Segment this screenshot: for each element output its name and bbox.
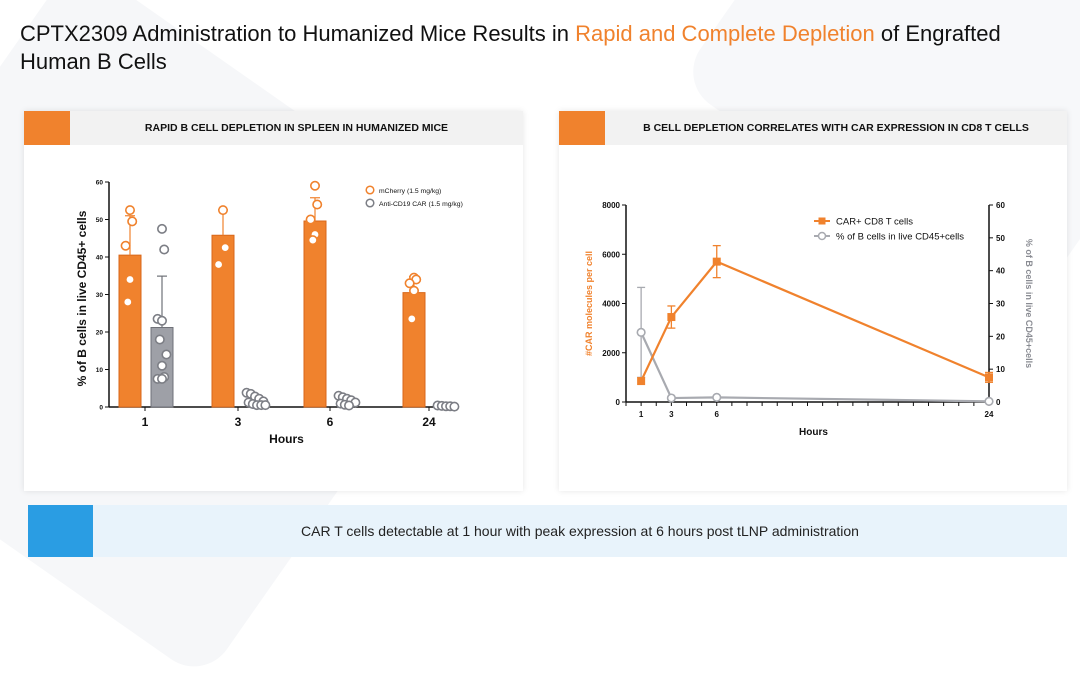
data-point bbox=[125, 205, 136, 216]
left-y-tick-label: 6000 bbox=[602, 250, 620, 259]
data-point bbox=[213, 259, 224, 270]
series-line bbox=[640, 260, 990, 382]
y-tick-label: 40 bbox=[96, 255, 104, 262]
spleen-chart-panel: RAPID B CELL DEPLETION IN SPLEEN IN HUMA… bbox=[24, 111, 523, 491]
left-y-tick-label: 8000 bbox=[602, 201, 620, 210]
y-tick-label: 50 bbox=[96, 217, 104, 224]
x-tick-label: 3 bbox=[669, 410, 674, 419]
title-suffix: of Engrafted Human B Cells bbox=[20, 21, 1001, 74]
x-tick-label: 3 bbox=[235, 415, 242, 429]
left-y-tick-label: 0 bbox=[616, 398, 621, 407]
panel-title: B CELL DEPLETION CORRELATES WITH CAR EXP… bbox=[643, 122, 1029, 134]
legend-label: mCherry (1.5 mg/kg) bbox=[379, 188, 441, 195]
x-axis-label: Hours bbox=[799, 427, 828, 438]
legend-label: % of B cells in live CD45+cells bbox=[836, 232, 964, 243]
data-point bbox=[712, 257, 721, 266]
panel-header: RAPID B CELL DEPLETION IN SPLEEN IN HUMA… bbox=[24, 111, 523, 145]
series-line bbox=[640, 331, 990, 403]
title-highlight: Rapid and Complete Depletion bbox=[575, 21, 875, 46]
data-point bbox=[343, 400, 354, 411]
y-tick-label: 10 bbox=[96, 367, 104, 374]
footer-banner: CAR T cells detectable at 1 hour with pe… bbox=[28, 505, 1067, 557]
legend-marker bbox=[817, 231, 827, 241]
bar bbox=[303, 220, 327, 408]
x-axis-label: Hours bbox=[269, 432, 304, 446]
data-point bbox=[159, 244, 170, 255]
data-point bbox=[667, 313, 676, 322]
data-point bbox=[408, 285, 419, 296]
data-point bbox=[666, 393, 676, 403]
right-y-tick-label: 40 bbox=[996, 267, 1005, 276]
data-point bbox=[309, 180, 320, 191]
right-y-tick-label: 60 bbox=[996, 201, 1005, 210]
data-point bbox=[157, 373, 168, 384]
left-y-tick-label: 2000 bbox=[602, 349, 620, 358]
x-tick-label: 1 bbox=[142, 415, 149, 429]
x-tick-label: 24 bbox=[985, 410, 994, 419]
footer-text: CAR T cells detectable at 1 hour with pe… bbox=[301, 523, 859, 539]
spleen-bar-chart: 0 10 20 30 40 50 60 1 3 6 24 Hours % of B cells in l… bbox=[75, 180, 463, 447]
legend-label: Anti-CD19 CAR (1.5 mg/kg) bbox=[379, 201, 463, 208]
data-point bbox=[260, 400, 271, 411]
y-tick-label: 60 bbox=[96, 180, 104, 187]
data-point bbox=[157, 360, 168, 371]
right-axis-label: % of B cells in live CD45+cells bbox=[1024, 239, 1034, 368]
legend-marker bbox=[818, 217, 826, 225]
y-axis-label: % of B cells in live CD45+ cells bbox=[75, 210, 89, 386]
data-point bbox=[120, 240, 131, 251]
data-point bbox=[218, 205, 229, 216]
data-point bbox=[449, 401, 460, 412]
x-tick-label: 6 bbox=[715, 410, 720, 419]
data-point bbox=[305, 214, 316, 225]
data-point bbox=[157, 315, 168, 326]
y-tick-label: 30 bbox=[96, 292, 104, 299]
data-point bbox=[984, 396, 994, 406]
footer-accent-square bbox=[28, 505, 93, 557]
data-point bbox=[637, 377, 646, 386]
right-y-tick-label: 0 bbox=[996, 398, 1001, 407]
legend-label: CAR+ CD8 T cells bbox=[836, 217, 913, 228]
legend-marker bbox=[365, 198, 375, 208]
data-point bbox=[312, 199, 323, 210]
legend-marker bbox=[365, 185, 375, 195]
panel-title: RAPID B CELL DEPLETION IN SPLEEN IN HUMA… bbox=[144, 122, 449, 134]
data-point bbox=[125, 274, 136, 285]
data-point bbox=[154, 334, 165, 345]
right-y-tick-label: 30 bbox=[996, 300, 1005, 309]
header-accent-square bbox=[24, 111, 70, 145]
data-point bbox=[404, 278, 415, 289]
data-point bbox=[406, 313, 417, 324]
left-y-tick-label: 4000 bbox=[602, 300, 620, 309]
bar bbox=[402, 292, 426, 408]
data-point bbox=[307, 235, 318, 246]
header-accent-square bbox=[559, 111, 605, 145]
data-point bbox=[985, 373, 993, 382]
right-y-tick-label: 50 bbox=[996, 234, 1005, 243]
x-tick-label: 6 bbox=[327, 415, 334, 429]
title-prefix: CPTX2309 Administration to Humanized Mic… bbox=[20, 21, 576, 46]
x-tick-label: 24 bbox=[422, 415, 436, 429]
data-point bbox=[157, 223, 168, 234]
right-y-tick-label: 10 bbox=[996, 365, 1005, 374]
x-tick-label: 1 bbox=[639, 410, 644, 419]
car-chart-panel: B CELL DEPLETION CORRELATES WITH CAR EXP… bbox=[559, 111, 1067, 491]
data-point bbox=[636, 327, 646, 337]
data-point bbox=[127, 216, 138, 227]
car-line-chart: 0 2000 4000 6000 8000 0 10 20 30 40 50 60 1 3 6 24 Hours… bbox=[584, 201, 1034, 438]
data-point bbox=[161, 349, 172, 360]
y-tick-label: 20 bbox=[96, 330, 104, 337]
data-point bbox=[712, 392, 722, 403]
right-y-tick-label: 20 bbox=[996, 332, 1005, 341]
data-point bbox=[220, 242, 231, 253]
page-title: CPTX2309 Administration to Humanized Mic… bbox=[20, 20, 1070, 76]
left-axis-label: #CAR molecules per cell bbox=[584, 251, 594, 356]
panel-header: B CELL DEPLETION CORRELATES WITH CAR EXP… bbox=[559, 111, 1067, 145]
data-point bbox=[122, 297, 133, 308]
y-tick-label: 0 bbox=[99, 405, 103, 412]
